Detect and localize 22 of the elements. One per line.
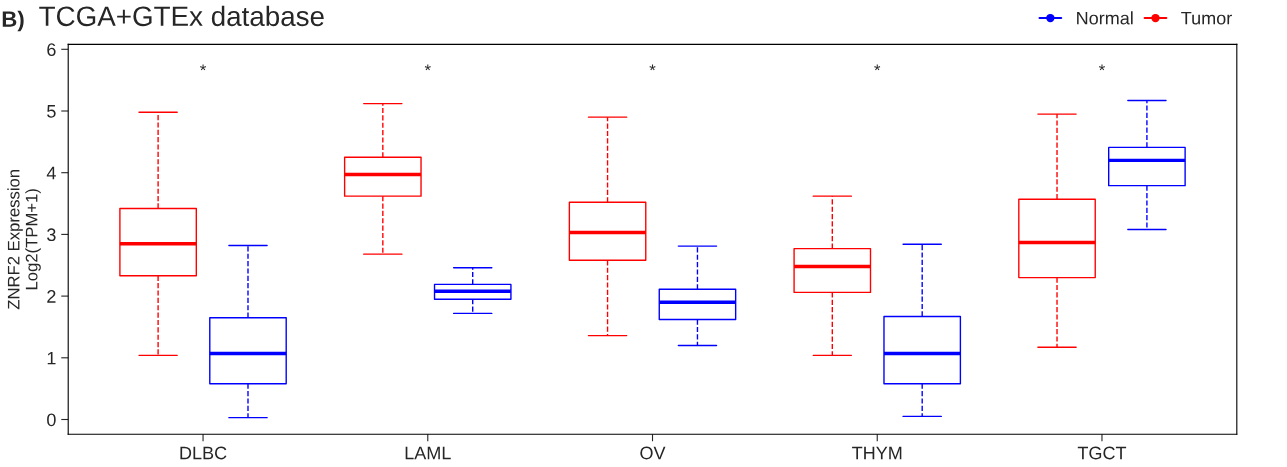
annotation: * — [424, 64, 431, 71]
x-tick-label: TGCT — [1077, 446, 1127, 460]
annotation: * — [1098, 64, 1105, 71]
annotation: * — [200, 64, 207, 71]
y-tick-label: 3 — [47, 228, 56, 242]
legend-label: Normal — [1077, 11, 1133, 25]
y-tick-label: 0 — [47, 413, 56, 427]
y-tick-label: 1 — [47, 351, 56, 365]
annotation: * — [649, 64, 656, 71]
x-tick-label: LAML — [405, 446, 451, 460]
y-tick-label: 5 — [47, 105, 56, 118]
x-tick-label: THYM — [852, 446, 902, 460]
y-tick-label: 2 — [47, 290, 56, 303]
x-tick-label: DLBC — [180, 446, 227, 460]
legend-label: Tumor — [1181, 11, 1232, 25]
y-tick-label: 4 — [46, 166, 56, 180]
y-axis-title: ZNRF2 Expression Log2(TPM+1) — [7, 170, 41, 310]
x-tick-label: OV — [640, 446, 666, 460]
y-tick-label: 6 — [47, 43, 56, 57]
chart-title: TCGA+GTEx database — [39, 5, 324, 27]
text: B) — [2, 10, 24, 32]
annotation: * — [874, 64, 881, 71]
